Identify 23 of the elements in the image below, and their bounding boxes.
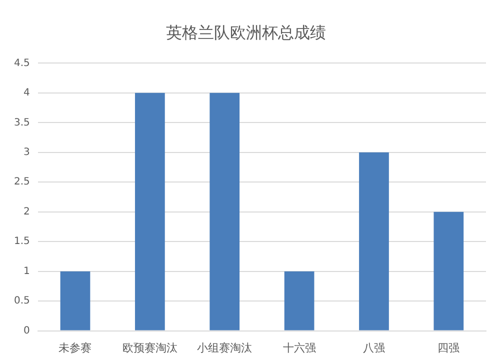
x-tick-label: 欧预赛淘汰 bbox=[122, 341, 178, 354]
x-tick-label: 四强 bbox=[438, 341, 460, 354]
x-tick-label: 小组赛淘汰 bbox=[197, 341, 252, 354]
bar bbox=[359, 152, 389, 330]
y-tick-label: 4.5 bbox=[14, 58, 30, 69]
bar bbox=[60, 271, 90, 330]
y-tick-label: 2 bbox=[24, 206, 30, 218]
bar bbox=[134, 92, 165, 330]
bar bbox=[210, 92, 240, 330]
chart-title: 英格兰队欧洲杯总成绩 bbox=[166, 22, 326, 42]
bar bbox=[284, 271, 314, 330]
y-tick-label: 1.5 bbox=[14, 236, 30, 248]
x-tick-label: 十六强 bbox=[282, 341, 316, 354]
y-tick-label: 3 bbox=[24, 146, 30, 158]
x-tick-label: 未参赛 bbox=[58, 341, 92, 354]
y-tick-label: 3.5 bbox=[14, 117, 30, 128]
y-tick-label: 1 bbox=[24, 266, 30, 277]
y-tick-label: 4 bbox=[24, 88, 30, 99]
x-tick-label: 八强 bbox=[362, 341, 385, 354]
y-tick-label: 2.5 bbox=[14, 176, 30, 188]
bar bbox=[434, 212, 464, 330]
y-tick-label: 0 bbox=[24, 325, 30, 336]
y-tick-label: 0.5 bbox=[14, 296, 30, 307]
